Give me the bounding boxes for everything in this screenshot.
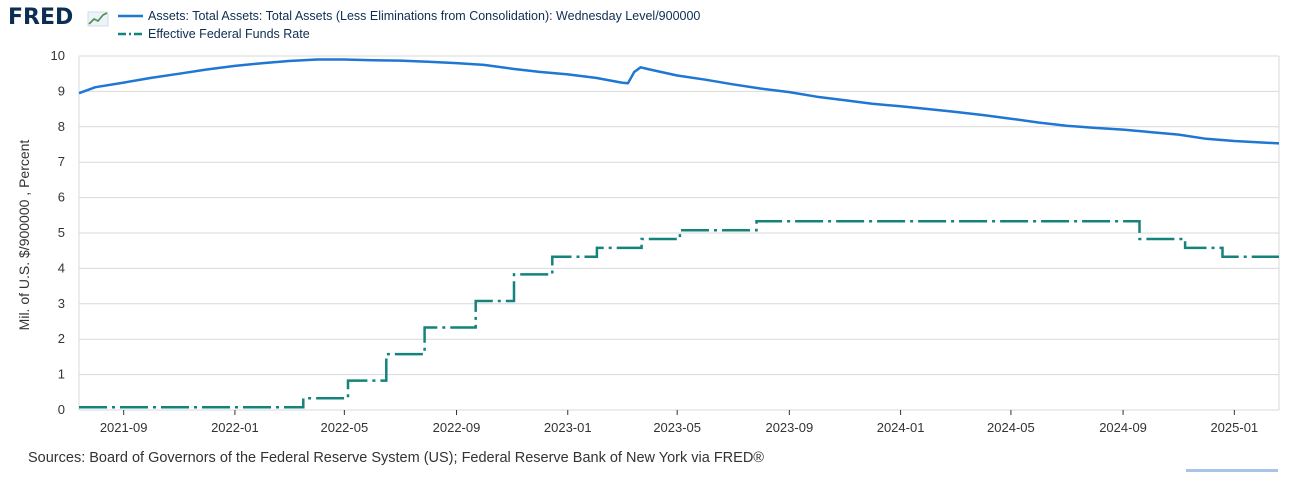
x-tick-label: 2024-09 <box>1099 420 1147 435</box>
y-tick-label: 7 <box>58 154 65 169</box>
legend-item-effr[interactable]: Effective Federal Funds Rate <box>118 27 310 41</box>
x-tick-label: 2023-05 <box>653 420 701 435</box>
x-tick-label: 2023-01 <box>544 420 592 435</box>
x-tick-label: 2022-09 <box>433 420 481 435</box>
series-line-effr[interactable] <box>79 220 1279 409</box>
x-tick-label: 2024-05 <box>987 420 1035 435</box>
y-tick-label: 6 <box>58 190 65 205</box>
y-tick-label: 10 <box>51 48 65 63</box>
y-tick-label: 0 <box>58 402 65 417</box>
x-tick-label: 2023-09 <box>765 420 813 435</box>
fred-logo[interactable]: FRED <box>8 5 109 30</box>
y-tick-label: 4 <box>58 260 65 275</box>
y-tick-label: 3 <box>58 296 65 311</box>
x-tick-label: 2021-09 <box>100 420 148 435</box>
fred-logo-chart-icon <box>87 11 109 27</box>
bottom-bar <box>1186 469 1278 472</box>
source-note: Sources: Board of Governors of the Feder… <box>28 450 764 466</box>
series-layer <box>78 58 1280 409</box>
x-tick-label: 2022-05 <box>320 420 368 435</box>
x-tick-label: 2024-01 <box>877 420 925 435</box>
y-tick-label: 2 <box>58 331 65 346</box>
legend-item-assets[interactable]: Assets: Total Assets: Total Assets (Less… <box>118 9 700 23</box>
x-axis-ticks: 2021-09 2022-01 2022-05 2022-09 2023-01 2023-… <box>100 410 1258 435</box>
legend: Assets: Total Assets: Total Assets (Less… <box>118 9 700 41</box>
series-line-assets[interactable] <box>78 58 1280 145</box>
gridlines <box>78 55 1280 411</box>
y-tick-label: 5 <box>58 225 65 240</box>
legend-label-assets: Assets: Total Assets: Total Assets (Less… <box>148 9 700 23</box>
y-tick-label: 9 <box>58 83 65 98</box>
y-tick-label: 8 <box>58 119 65 134</box>
y-tick-label: 1 <box>58 367 65 382</box>
fred-logo-text: FRED <box>8 5 73 30</box>
x-tick-label: 2025-01 <box>1210 420 1258 435</box>
y-axis-ticks: 0 1 2 3 4 5 6 7 8 9 10 <box>51 48 65 417</box>
legend-label-effr: Effective Federal Funds Rate <box>148 27 310 41</box>
y-axis-label: Mil. of U.S. $/900000 , Percent <box>16 140 32 331</box>
x-tick-label: 2022-01 <box>211 420 259 435</box>
